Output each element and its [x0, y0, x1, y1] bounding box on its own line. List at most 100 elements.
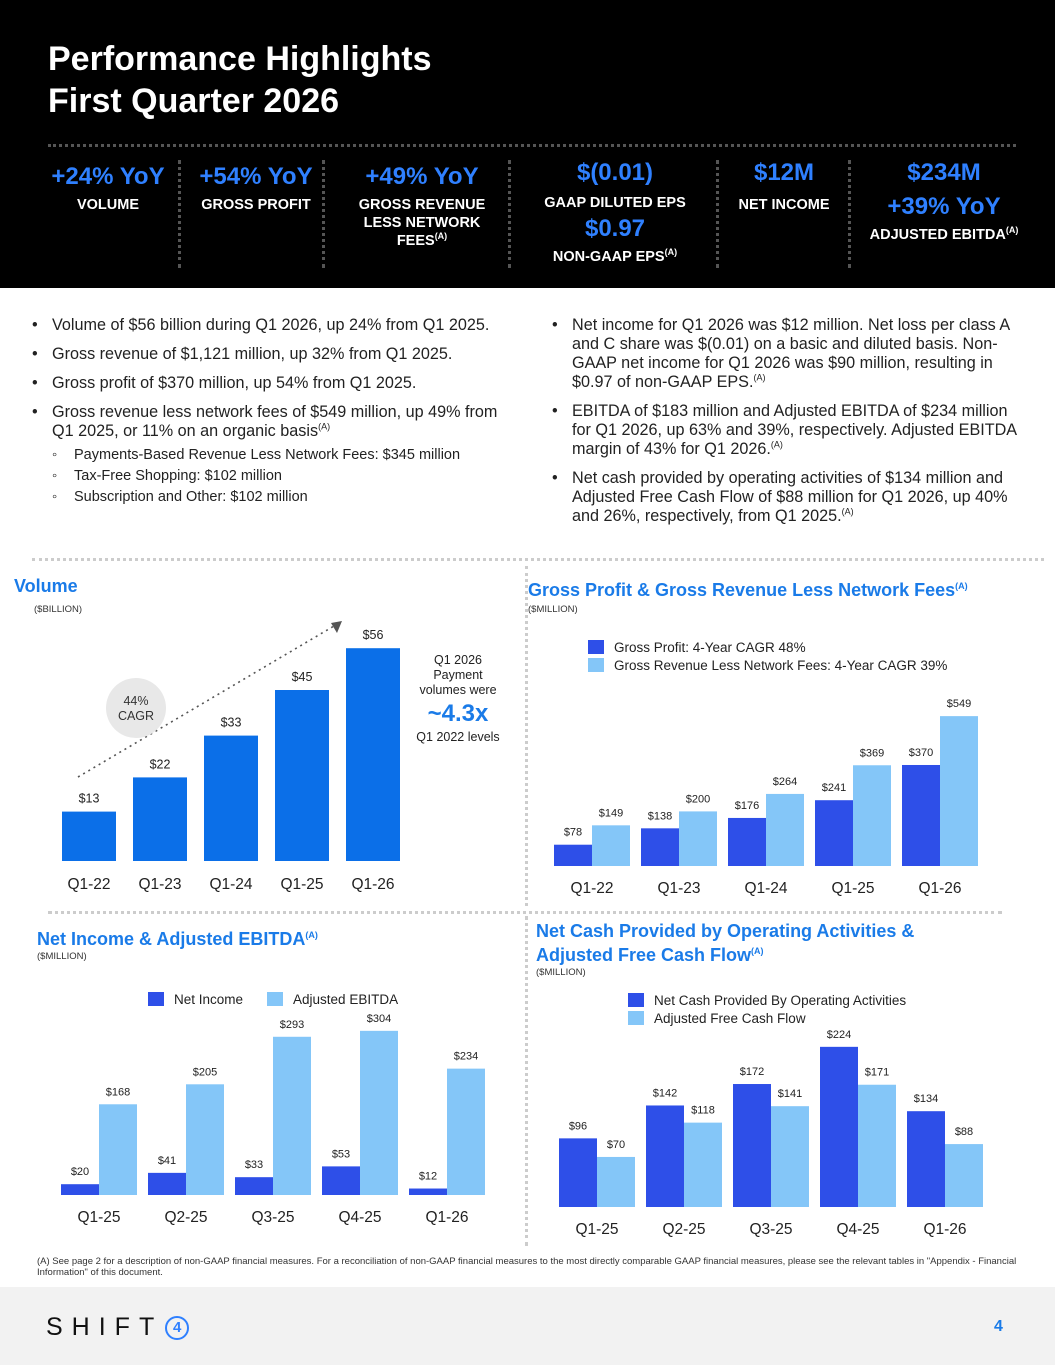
series-2-bar-label: $234 [454, 1051, 478, 1063]
kpi-value-2: $0.97 [584, 215, 646, 242]
annotation-multiplier: ~4.3x [427, 700, 489, 727]
legend-item: Adjusted Free Cash Flow [628, 1009, 906, 1027]
legend-label: Net Cash Provided By Operating Activitie… [654, 992, 907, 1008]
series-2-bar [940, 716, 978, 866]
series-2-bar [186, 1084, 224, 1195]
series-1-bar [409, 1188, 447, 1195]
cash-flow-chart-title: Net Cash Provided by Operating Activitie… [536, 919, 914, 967]
volume-chart-title: Volume [14, 576, 78, 596]
kpi-separator [178, 160, 181, 268]
series-1-bar-label: $176 [735, 800, 759, 812]
series-1-bar-label: $224 [827, 1029, 851, 1041]
axis-category-label: Q1-22 [570, 880, 613, 897]
cash-flow-chart-unit: ($MILLION) [536, 967, 586, 978]
chart-title-line-1: Net Cash Provided by Operating Activitie… [536, 921, 915, 941]
section-divider [32, 558, 1044, 561]
legend-swatch [148, 992, 164, 1006]
kpi-volume: +24% YoY VOLUME [40, 160, 176, 214]
bullet-net-income: Net income for Q1 2026 was $12 million. … [550, 316, 1030, 392]
volume-chart-unit: ($BILLION) [34, 604, 83, 615]
bullet-cash-flow: Net cash provided by operating activitie… [550, 469, 1030, 526]
series-1-bar [235, 1177, 273, 1195]
volume-bar [62, 811, 116, 861]
series-2-bar-label: $205 [193, 1066, 217, 1078]
kpi-value-2: +39% YoY [887, 193, 1001, 220]
legend-swatch [588, 640, 604, 654]
bullet-note: (A) [753, 372, 766, 383]
kpi-label-text: GROSS REVENUE LESS NETWORK FEES [358, 197, 486, 249]
legend-item: Gross Revenue Less Network Fees: 4-Year … [588, 656, 947, 674]
axis-category-label: Q1-25 [575, 1221, 618, 1238]
net-income-chart: $20 $168 Q1-25 $41 $205 Q2-25 $33 $293 Q3-25 $53 $… [61, 1013, 485, 1226]
legend-swatch [628, 993, 644, 1007]
series-2-bar [273, 1036, 311, 1195]
title-line-1: Performance Highlights [48, 40, 432, 78]
annotation-text: Q1 2022 levels [416, 730, 500, 744]
sub-bullet: Subscription and Other: $102 million [52, 487, 500, 508]
kpi-separator [716, 160, 719, 268]
series-2-bar [679, 811, 717, 866]
annotation-text: Q1 2026 [434, 653, 482, 667]
axis-category-label: Q4-25 [836, 1221, 879, 1238]
volume-bar-label: $33 [221, 716, 242, 730]
net-income-legend: Net Income Adjusted EBITDA [148, 990, 398, 1008]
series-2-bar [360, 1030, 398, 1195]
volume-chart: 44%CAGR $13 Q1-22 $22 Q1-23 $33 Q1-24 $45 Q1-25 $… [62, 621, 400, 893]
series-2-bar-label: $141 [778, 1088, 802, 1100]
volume-bar-label: $22 [150, 757, 171, 771]
kpi-value: +54% YoY [199, 163, 313, 190]
bullet-note: (A) [770, 439, 783, 450]
sub-bullet: Tax-Free Shopping: $102 million [52, 466, 500, 487]
series-2-bar [766, 793, 804, 866]
annotation-text: volumes were [419, 683, 497, 697]
chart-title-note: (A) [751, 946, 764, 956]
volume-axis-label: Q1-23 [138, 876, 181, 893]
shift4-logo: SHIFT 4 [46, 1313, 190, 1342]
axis-category-label: Q1-26 [923, 1221, 966, 1238]
cagr-label: CAGR [118, 709, 154, 723]
kpi-label: ADJUSTED EBITDA(A) [858, 226, 1030, 244]
kpi-label: VOLUME [76, 197, 140, 213]
series-1-bar-label: $138 [648, 810, 672, 822]
bullets-left: Volume of $56 billion during Q1 2026, up… [30, 316, 500, 508]
logo-text: SHIFT [46, 1313, 164, 1341]
page-number: 4 [994, 1318, 1003, 1335]
series-2-bar [597, 1156, 635, 1207]
bullets-right: Net income for Q1 2026 was $12 million. … [550, 316, 1030, 536]
legend-item: Gross Profit: 4-Year CAGR 48% [588, 638, 947, 656]
series-2-bar [853, 765, 891, 866]
legend-label: Gross Revenue Less Network Fees: 4-Year … [614, 657, 948, 673]
bullet-note: (A) [318, 421, 331, 432]
series-1-bar-label: $20 [71, 1166, 89, 1178]
axis-category-label: Q1-26 [425, 1209, 468, 1226]
gross-profit-chart: $78 $149 Q1-22 $138 $200 Q1-23 $176 $264 Q1-24 $2… [554, 698, 978, 897]
volume-axis-label: Q1-25 [280, 876, 323, 893]
series-1-bar [641, 828, 679, 866]
chart-divider [525, 916, 528, 1246]
series-2-bar-label: $549 [947, 698, 971, 710]
volume-bar-label: $13 [79, 792, 100, 806]
series-1-bar-label: $53 [332, 1148, 350, 1160]
section-divider [48, 911, 1002, 914]
kpi-label: GROSS REVENUE LESS NETWORK FEES(A) [342, 196, 502, 250]
series-1-bar-label: $172 [740, 1066, 764, 1078]
volume-bar-label: $45 [292, 670, 313, 684]
volume-bar [204, 735, 258, 861]
axis-category-label: Q2-25 [164, 1209, 207, 1226]
series-1-bar [728, 817, 766, 866]
series-1-bar [815, 800, 853, 866]
net-income-chart-title: Net Income & Adjusted EBITDA(A) [37, 927, 318, 951]
series-2-bar [771, 1106, 809, 1207]
kpi-label-text: NON-GAAP EPS [552, 249, 665, 265]
bullet-grlnf: Gross revenue less network fees of $549 … [30, 403, 500, 441]
chart-divider [525, 566, 528, 906]
series-1-bar-label: $33 [245, 1159, 263, 1171]
series-2-bar-label: $168 [106, 1086, 130, 1098]
kpi-separator [508, 160, 511, 268]
volume-bar [346, 648, 400, 861]
kpi-value: $12M [753, 159, 815, 186]
series-1-bar-label: $96 [569, 1120, 587, 1132]
bullet-text: Net cash provided by operating activitie… [572, 469, 1008, 525]
chart-title-line-2: Adjusted Free Cash Flow(A) [536, 943, 914, 967]
legend-item: Net Cash Provided By Operating Activitie… [628, 991, 906, 1009]
